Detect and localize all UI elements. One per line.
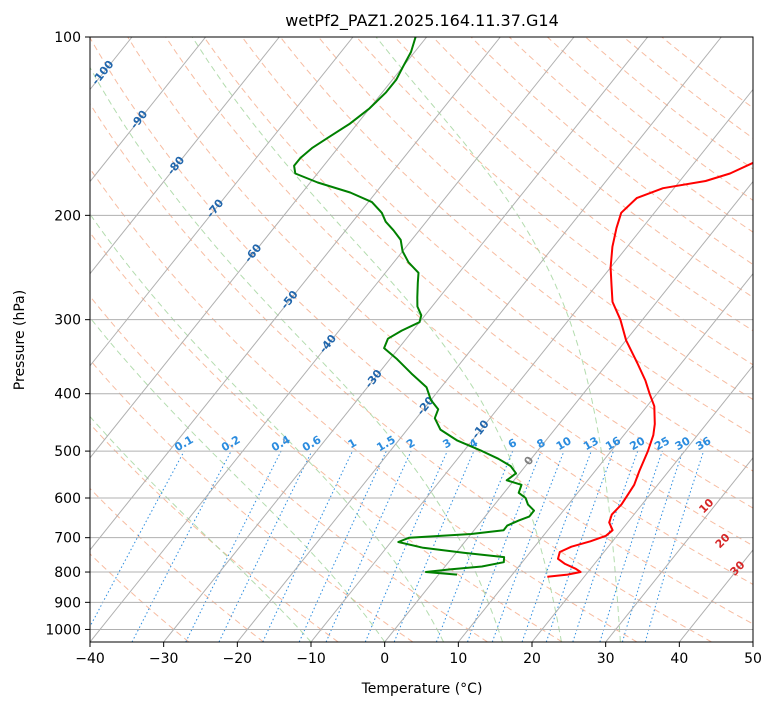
mixing-ratio-line: [599, 450, 663, 642]
mixing-ratio-line: [325, 450, 412, 642]
x-tick-label: 40: [670, 651, 688, 667]
dry-adiabat-line: [279, 37, 753, 436]
moist-adiabat-line: [90, 213, 445, 642]
y-tick-label: 600: [54, 491, 81, 507]
dry-adiabat-line: [470, 37, 753, 266]
mixing-ratio-line: [545, 450, 614, 642]
y-axis-label: Pressure (hPa): [12, 290, 28, 390]
dewpoint-profile-line: [293, 37, 535, 576]
moist-adiabat-line: [90, 316, 386, 642]
isotherm-line: [310, 88, 753, 642]
mixing-ratio-line: [262, 450, 353, 642]
x-tick-label: −40: [75, 651, 105, 667]
mixing-ratio-line: [521, 450, 592, 642]
y-tick-label: 400: [54, 387, 81, 403]
isotherm-line: [90, 37, 280, 275]
isotherm-line: [90, 37, 575, 642]
mixing-ratio-line: [621, 450, 684, 642]
chart-title: wetPf2_PAZ1.2025.164.11.37.G14: [285, 11, 559, 31]
mixing-ratio-line: [393, 450, 475, 642]
x-tick-label: 30: [597, 651, 615, 667]
y-axis: 100 200 300 400 500 600 700 800 900 1000: [45, 30, 90, 638]
dry-adiabat-line: [203, 37, 753, 509]
isotherm-line: [90, 37, 501, 551]
x-tick-label: −10: [296, 651, 326, 667]
x-tick-label: 0: [380, 651, 389, 667]
y-tick-label: 1000: [45, 622, 81, 638]
isotherm-line: [90, 37, 354, 367]
y-tick-label: 300: [54, 313, 81, 329]
moist-adiabat-line: [375, 37, 621, 642]
dry-adiabat-line: [90, 231, 563, 642]
dry-adiabat-line: [90, 37, 753, 625]
mixing-ratio-line: [218, 450, 313, 642]
y-tick-label: 900: [54, 595, 81, 611]
isotherm-line: [605, 457, 753, 642]
x-tick-label: −30: [149, 651, 179, 667]
x-tick-label: −20: [223, 651, 253, 667]
y-tick-label: 800: [54, 565, 81, 581]
isotherm-line: [90, 37, 428, 459]
dry-adiabat-label: 40: [751, 585, 771, 605]
mixing-ratio-line: [364, 450, 448, 642]
mixing-ratio-line: [298, 450, 387, 642]
dry-adiabat-line: [318, 37, 753, 401]
y-tick-label: 700: [54, 531, 81, 547]
x-tick-label: 10: [449, 651, 467, 667]
dry-adiabat-line: [508, 37, 753, 233]
mixing-ratio-line: [572, 450, 639, 642]
plot-frame: [89, 36, 754, 643]
x-axis: −40 −30 −20 −10 0 10 20 30 40 50: [75, 642, 762, 667]
x-axis-label: Temperature (°C): [361, 681, 483, 697]
isotherm-line: [236, 37, 722, 642]
temperature-profile-line: [547, 161, 753, 578]
x-tick-label: 20: [523, 651, 541, 667]
dry-adiabat-line: [165, 37, 753, 547]
isotherm-line: [163, 37, 649, 642]
mixing-ratio-line: [644, 450, 705, 642]
y-tick-label: 200: [54, 208, 81, 224]
dry-adiabat-line: [90, 295, 488, 642]
y-tick-label: 100: [54, 30, 81, 46]
dry-adiabat-line: [90, 102, 712, 642]
isotherm-line: [90, 37, 207, 183]
isotherm-line: [531, 364, 753, 642]
moist-adiabat-line: [90, 66, 503, 642]
isotherm-line: [457, 272, 753, 642]
profile-series: [293, 37, 753, 578]
x-tick-label: 50: [744, 651, 762, 667]
mixing-ratio-line: [90, 450, 185, 628]
dry-adiabat-line: [432, 37, 753, 298]
y-tick-label: 500: [54, 444, 81, 460]
